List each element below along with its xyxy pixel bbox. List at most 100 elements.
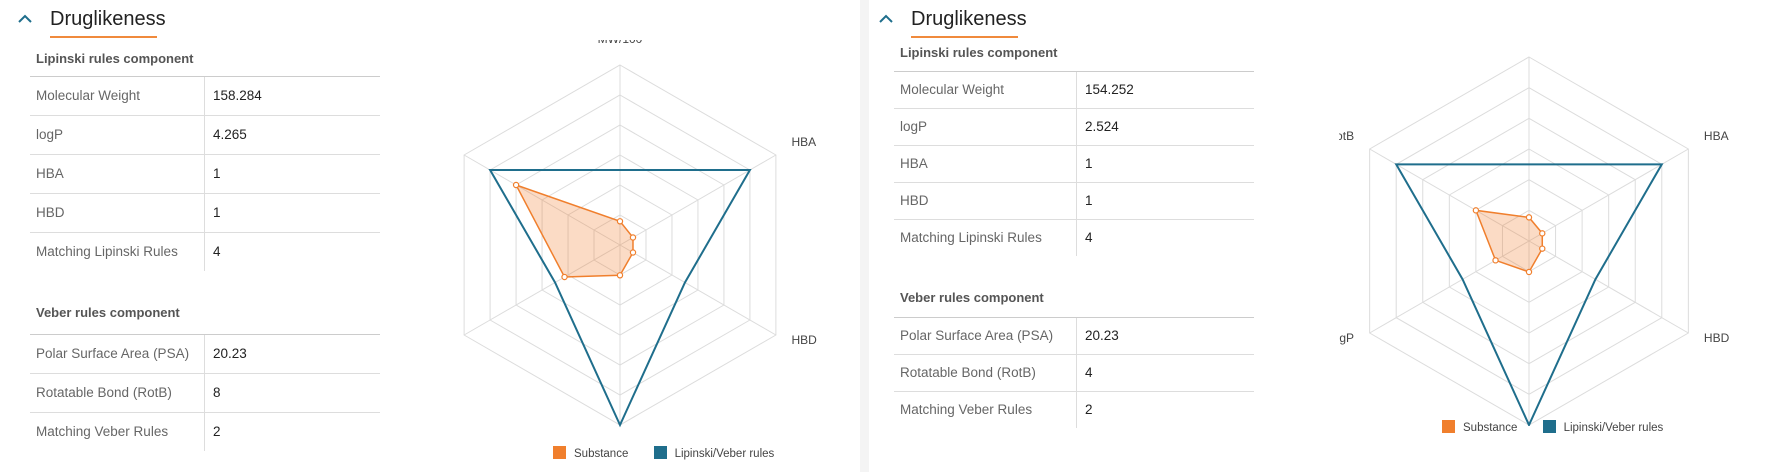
legend-label: Lipinski/Veber rules — [1563, 422, 1664, 434]
row-value: 20.23 — [213, 346, 247, 361]
legend-item-rules[interactable]: Lipinski/Veber rules — [1542, 420, 1664, 434]
row-value: 154.252 — [1085, 82, 1134, 97]
table-row: Matching Lipinski Rules 4 — [30, 233, 380, 272]
row-label: Polar Surface Area (PSA) — [30, 335, 205, 373]
legend-swatch — [1442, 420, 1455, 433]
lipinski-table: Molecular Weight 154.252 logP 2.524 HBA 1 H… — [894, 72, 1254, 257]
title-underline — [911, 36, 1018, 38]
row-label: Matching Veber Rules — [30, 413, 205, 451]
table-row: HBD 1 — [30, 194, 380, 233]
row-value: 2 — [1085, 402, 1093, 417]
chevron-up-icon[interactable] — [877, 11, 895, 25]
table-row: Matching Veber Rules 2 — [30, 413, 380, 452]
grid-spoke — [463, 244, 621, 336]
series-substance-point — [616, 272, 624, 279]
row-label: Rotatable Bond (RotB) — [30, 374, 205, 412]
table-row: Rotatable Bond (RotB) 4 — [894, 355, 1254, 392]
legend-item-substance[interactable]: Substance — [553, 446, 628, 460]
radar-chart: MW/100HBAHBDPSA/10logPRotB — [1339, 36, 1730, 426]
druglikeness-panel-1: Druglikeness Lipinski rules component Mo… — [0, 0, 860, 472]
legend-item-substance[interactable]: Substance — [1442, 420, 1517, 434]
table-row: HBD 1 — [894, 183, 1254, 220]
row-label: Matching Lipinski Rules — [894, 220, 1077, 256]
row-value: 1 — [1085, 193, 1093, 208]
series-substance-point — [629, 234, 637, 241]
section-divider — [30, 334, 380, 335]
table-row: Molecular Weight 154.252 — [894, 72, 1254, 109]
druglikeness-panel-2: Druglikeness Lipinski rules component Mo… — [869, 0, 1769, 472]
section-divider — [30, 76, 380, 77]
row-value: 4.265 — [213, 127, 247, 142]
row-label: HBD — [894, 183, 1077, 219]
axis-label: logP — [1339, 331, 1354, 345]
legend-label: Substance — [1463, 422, 1518, 434]
row-label: Rotatable Bond (RotB) — [894, 355, 1077, 391]
series-substance-point — [1492, 257, 1499, 264]
chart-legend: Substance Lipinski/Veber rules — [1442, 420, 1685, 434]
lipinski-table: Molecular Weight 158.284 logP 4.265 HBA 1 H… — [30, 77, 380, 272]
title-underline — [50, 36, 157, 38]
veber-table: Polar Surface Area (PSA) 20.23 Rotatable … — [30, 335, 380, 452]
series-substance-point — [1539, 245, 1546, 252]
table-row: Polar Surface Area (PSA) 20.23 — [30, 335, 380, 374]
row-value: 4 — [1085, 365, 1093, 380]
chevron-up-icon[interactable] — [16, 11, 34, 25]
radar-chart: MW/100HBAHBDPSA/10logPRotB — [463, 40, 817, 428]
row-value: 158.284 — [213, 88, 262, 103]
section-divider — [894, 317, 1254, 318]
table-row: Rotatable Bond (RotB) 8 — [30, 374, 380, 413]
row-value: 8 — [213, 385, 221, 400]
axis-label: MW/100 — [1507, 36, 1552, 38]
series-rules-line — [488, 169, 752, 428]
row-value: 2 — [213, 424, 221, 439]
row-label: HBA — [894, 146, 1077, 182]
table-row: Matching Veber Rules 2 — [894, 392, 1254, 429]
table-row: HBA 1 — [30, 155, 380, 194]
row-value: 2.524 — [1085, 119, 1119, 134]
veber-section-title: Veber rules component — [36, 305, 180, 320]
row-label: logP — [30, 116, 205, 154]
series-substance-area — [1474, 209, 1544, 273]
axis-label: HBA — [791, 135, 816, 149]
row-label: Molecular Weight — [894, 72, 1077, 108]
series-rules-line — [1394, 163, 1664, 426]
axis-label: MW/100 — [598, 40, 643, 46]
row-label: Matching Veber Rules — [894, 392, 1077, 428]
grid-spoke — [1369, 240, 1530, 334]
table-row: logP 2.524 — [894, 109, 1254, 146]
row-value: 4 — [1085, 230, 1093, 245]
panel-title: Druglikeness — [911, 8, 1027, 30]
axis-label: HBD — [791, 333, 817, 347]
row-label: HBD — [30, 194, 205, 232]
series-substance-point — [561, 273, 568, 281]
series-substance-point — [1539, 230, 1546, 237]
axis-label: RotB — [1339, 129, 1354, 143]
series-substance-point — [1525, 214, 1533, 221]
table-row: HBA 1 — [894, 146, 1254, 183]
legend-label: Substance — [574, 448, 629, 460]
panel-title: Druglikeness — [50, 8, 166, 30]
axis-label: HBA — [1704, 129, 1729, 143]
legend-swatch — [653, 446, 667, 459]
series-substance-area — [514, 183, 634, 278]
series-substance-point — [629, 249, 637, 256]
grid-spoke — [1528, 240, 1689, 334]
table-row: logP 4.265 — [30, 116, 380, 155]
legend-item-rules[interactable]: Lipinski/Veber rules — [653, 446, 774, 460]
lipinski-section-title: Lipinski rules component — [900, 45, 1058, 60]
row-label: HBA — [30, 155, 205, 193]
series-substance-point — [512, 181, 520, 189]
row-label: Molecular Weight — [30, 77, 205, 115]
table-row: Polar Surface Area (PSA) 20.23 — [894, 318, 1254, 355]
row-value: 4 — [213, 244, 221, 259]
series-substance-point — [616, 218, 624, 225]
chart-legend: Substance Lipinski/Veber rules — [553, 446, 796, 460]
table-row: Molecular Weight 158.284 — [30, 77, 380, 116]
veber-section-title: Veber rules component — [900, 290, 1044, 305]
row-label: Polar Surface Area (PSA) — [894, 318, 1077, 354]
row-label: Matching Lipinski Rules — [30, 233, 205, 271]
row-label: logP — [894, 109, 1077, 145]
veber-table: Polar Surface Area (PSA) 20.23 Rotatable … — [894, 318, 1254, 429]
row-value: 20.23 — [1085, 328, 1119, 343]
lipinski-section-title: Lipinski rules component — [36, 51, 194, 66]
